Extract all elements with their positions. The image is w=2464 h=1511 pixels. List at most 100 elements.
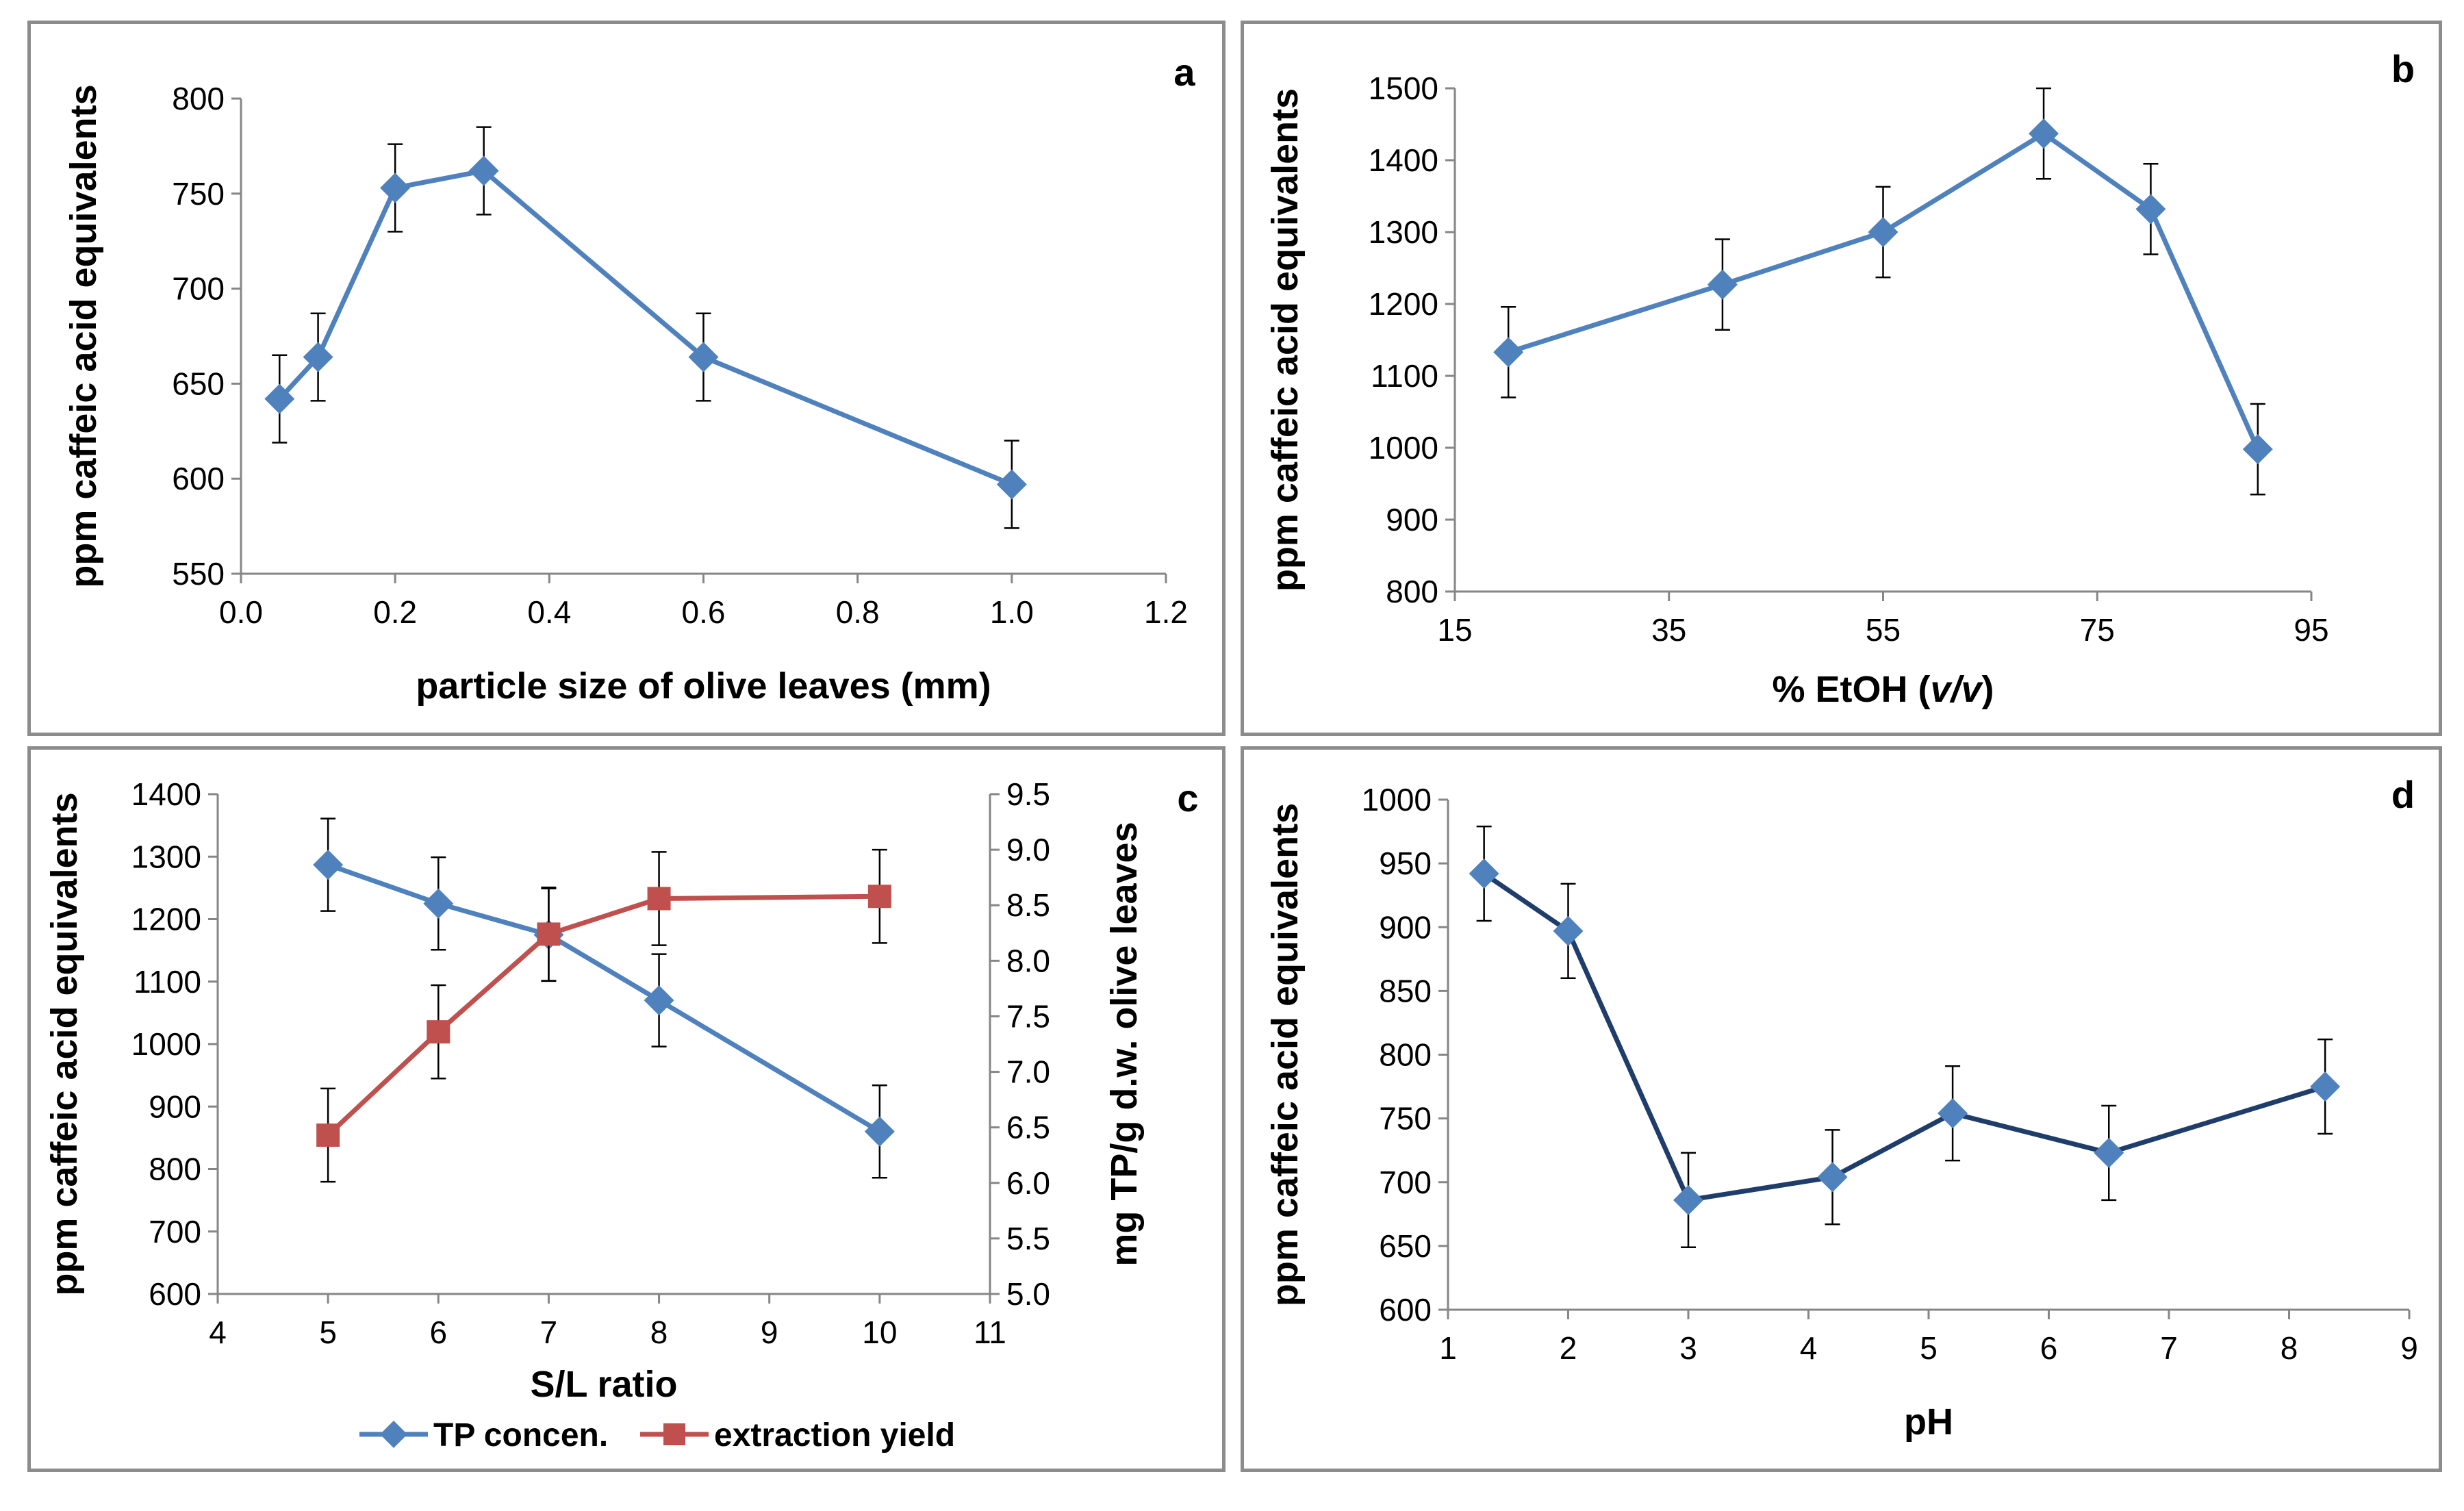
data-point-marker [2029, 118, 2059, 149]
x-axis-title-end: ) [1982, 669, 1994, 710]
x-tick-label: 0.8 [836, 594, 880, 630]
y-tick-label: 750 [1379, 1101, 1432, 1137]
y2-tick-label: 5.5 [1006, 1221, 1050, 1256]
y-tick-label: 950 [1379, 846, 1432, 881]
y-axis-title: ppm caffeic acid equivalents [1265, 88, 1306, 592]
y-tick-label: 800 [172, 81, 225, 116]
x-tick-label: 10 [862, 1315, 897, 1350]
x-tick-label: 95 [2294, 612, 2328, 648]
x-axis-title: particle size of olive leaves (mm) [416, 665, 991, 707]
y-tick-label: 900 [1386, 502, 1438, 537]
legend-item: extraction yield [640, 1417, 955, 1453]
panel-a [27, 21, 1225, 736]
y-tick-label: 1000 [1369, 430, 1438, 466]
y-tick-label: 600 [1379, 1292, 1432, 1328]
data-point-marker [867, 885, 891, 909]
y2-tick-label: 7.5 [1006, 998, 1050, 1034]
x-tick-label: 7 [2160, 1330, 2178, 1366]
y-axis-title: ppm caffeic acid equivalents [44, 792, 85, 1295]
x-tick-label: 2 [1560, 1330, 1577, 1366]
y-tick-label: 750 [172, 176, 225, 212]
legend-label: extraction yield [714, 1417, 955, 1453]
y-axis-title: ppm caffeic acid equivalents [63, 84, 104, 587]
data-point-marker [996, 469, 1027, 500]
y-tick-label: 550 [172, 556, 225, 592]
series-line-tp-concen [1508, 131, 2261, 450]
y2-tick-label: 6.0 [1006, 1165, 1050, 1201]
x-tick-label: 6 [429, 1315, 447, 1350]
y-tick-label: 850 [1379, 973, 1432, 1008]
data-point-marker [423, 888, 454, 919]
y-tick-label: 700 [1379, 1165, 1432, 1200]
panel-b [1241, 21, 2442, 736]
y-tick-label: 600 [172, 461, 225, 496]
x-tick-label: 35 [1651, 612, 1686, 648]
x-tick-label: 1.2 [1144, 594, 1188, 630]
data-point-marker [313, 850, 344, 880]
y2-tick-label: 7.0 [1006, 1054, 1050, 1090]
y2-tick-label: 9.5 [1006, 776, 1050, 812]
x-axis-title: pH [1904, 1401, 1953, 1443]
y-tick-label: 800 [1379, 1037, 1432, 1073]
x-tick-label: 4 [1800, 1330, 1818, 1366]
y-tick-label: 650 [1379, 1228, 1432, 1264]
series-line-extraction-yield [326, 893, 880, 1137]
data-point-marker [644, 985, 674, 1016]
x-tick-label: 9 [761, 1315, 778, 1350]
data-point-marker [647, 887, 671, 911]
data-point-marker [380, 173, 411, 203]
chart-c: 600 700 800 900 1000 1100 1200 1300 1400 5.0 5.5 6.… [44, 776, 1199, 1453]
data-point-marker [316, 1123, 340, 1147]
y-tick-label: 650 [172, 366, 225, 401]
legend-marker [380, 1421, 407, 1448]
data-point-marker [468, 155, 499, 186]
x-tick-label: 6 [2040, 1330, 2058, 1366]
panel-label: b [2391, 47, 2415, 90]
data-point-marker [264, 383, 295, 414]
data-point-marker [1673, 1184, 1703, 1215]
data-point-marker [537, 922, 561, 946]
y-axis-title: ppm caffeic acid equivalents [1265, 803, 1306, 1306]
y2-tick-label: 9.0 [1006, 832, 1050, 867]
x-tick-label: 0.6 [682, 594, 726, 630]
legend-label: TP concen. [433, 1417, 608, 1453]
x-tick-label: 75 [2080, 612, 2115, 648]
x-axis-title: S/L ratio [530, 1364, 677, 1405]
y2-axis-title: mg TP/g d.w. olive leaves [1104, 822, 1145, 1266]
series-line-tp-concen [277, 168, 1013, 487]
y-tick-label: 1000 [1362, 782, 1432, 817]
x-tick-label: 4 [209, 1315, 227, 1350]
y-tick-label: 600 [149, 1276, 201, 1312]
x-tick-label: 8 [650, 1315, 668, 1350]
y-tick-label: 1400 [1369, 142, 1438, 178]
data-point-marker [1868, 217, 1898, 247]
chart-d: 600 650 700 750 800 850 900 950 1000 1 2 3 4 5 6 7 8 9 ppm… [1265, 773, 2418, 1443]
x-axis-title: % EtOH (v/v) [1772, 669, 1994, 710]
y-tick-label: 800 [149, 1152, 201, 1187]
data-point-marker [2310, 1071, 2341, 1102]
data-point-marker [2094, 1137, 2124, 1168]
x-axis-title-main: % EtOH ( [1772, 669, 1930, 710]
x-tick-label: 1.0 [990, 594, 1034, 630]
panel-d [1241, 746, 2442, 1472]
x-axis-title-variable: v/v [1930, 669, 1983, 710]
y-tick-label: 700 [149, 1214, 201, 1249]
y-tick-label: 1200 [1369, 286, 1438, 322]
x-tick-label: 55 [1866, 612, 1901, 648]
data-point-marker [1469, 859, 1499, 889]
x-tick-label: 0.4 [527, 594, 571, 630]
data-point-marker [1707, 269, 1738, 300]
x-tick-label: 5 [319, 1315, 337, 1350]
data-point-marker [303, 342, 333, 372]
y2-tick-label: 8.5 [1006, 887, 1050, 923]
data-point-marker [1493, 337, 1524, 368]
y-tick-label: 900 [149, 1089, 201, 1124]
chart-a: 550 600 650 700 750 800 0.0 0.2 0.4 0.6 0.8 1.0 1.2 p… [63, 51, 1195, 707]
panel-label: a [1173, 51, 1195, 94]
x-tick-label: 7 [540, 1315, 558, 1350]
data-point-marker [1553, 915, 1584, 946]
x-tick-label: 11 [974, 1315, 1006, 1350]
x-tick-label: 8 [2281, 1330, 2298, 1366]
x-tick-label: 15 [1437, 612, 1472, 648]
